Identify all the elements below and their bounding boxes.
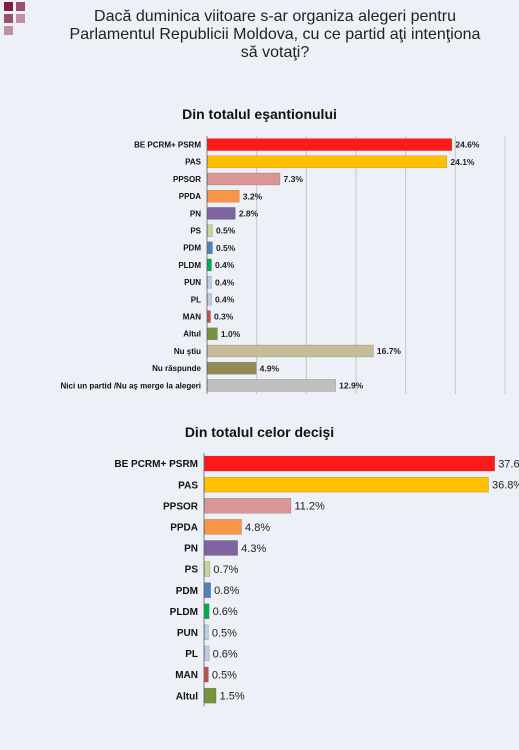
bar <box>204 645 210 662</box>
category-label: PAS <box>185 158 202 167</box>
data-label: 24.1% <box>450 157 475 167</box>
bar <box>207 310 211 323</box>
bar <box>204 476 489 493</box>
category-label: PLDM <box>178 261 201 270</box>
bar <box>204 519 242 535</box>
category-label: MAN <box>175 670 198 681</box>
chart2-title: Din totalul celor decişi <box>184 424 335 440</box>
category-label: PDM <box>183 244 201 253</box>
bar <box>204 498 292 514</box>
data-label: 12.9% <box>339 380 364 390</box>
data-label: 0.5% <box>216 226 236 236</box>
data-label: 37.6% <box>498 459 519 471</box>
title-line: Parlamentul Republicii Moldova, cu ce pa… <box>69 26 481 43</box>
corner-decoration <box>4 2 25 35</box>
data-label: 0.6% <box>213 606 238 618</box>
bar <box>207 361 257 375</box>
category-label: Nici un partid /Nu aş merge la alegeri <box>61 381 202 390</box>
data-label: 4.9% <box>260 363 280 373</box>
bar <box>204 603 210 619</box>
data-label: 0.7% <box>213 564 238 576</box>
bar <box>207 344 374 358</box>
category-label: BE PCRM+ PSRM <box>114 459 198 470</box>
bar <box>207 241 213 255</box>
data-label: 0.6% <box>213 648 238 660</box>
bar <box>207 172 281 186</box>
bar <box>207 379 336 392</box>
data-label: 1.0% <box>221 329 241 339</box>
data-label: 16.7% <box>377 346 402 356</box>
category-label: PDM <box>176 586 198 597</box>
category-label: Altul <box>176 691 198 702</box>
category-label: PL <box>185 649 198 660</box>
data-label: 0.4% <box>215 260 235 270</box>
category-label: BE PCRM+ PSRM <box>134 140 201 149</box>
category-label: Altul <box>183 330 201 339</box>
bar <box>207 293 212 306</box>
data-label: 0.4% <box>215 294 235 304</box>
bar <box>207 138 453 151</box>
bar <box>204 540 238 556</box>
data-label: 7.3% <box>284 174 304 184</box>
data-label: 36.8% <box>492 480 519 492</box>
bar <box>204 561 211 577</box>
bar <box>207 258 212 272</box>
bar <box>207 275 212 289</box>
data-label: 0.3% <box>214 312 234 322</box>
decided-chart: BE PCRM+ PSRM 37.6% PAS 36.8% PPSOR 11.2% PPDA… <box>114 453 519 707</box>
category-label: PN <box>190 209 201 218</box>
bar <box>207 189 240 203</box>
bar <box>207 327 218 341</box>
bar <box>204 455 495 472</box>
data-label: 3.2% <box>243 191 263 201</box>
data-label: 0.8% <box>214 585 239 597</box>
category-label: PPSOR <box>163 501 199 512</box>
bar <box>204 582 211 598</box>
category-label: PN <box>184 544 198 555</box>
chart1-title: Din totalul eşantionului <box>182 106 337 122</box>
category-label: PPDA <box>179 192 201 201</box>
data-label: 4.8% <box>245 522 270 534</box>
bar <box>204 666 209 683</box>
data-label: 2.8% <box>239 208 259 218</box>
title-line: să votaţi? <box>240 44 310 61</box>
bar <box>207 155 448 169</box>
category-label: PL <box>191 295 201 304</box>
page-title: Dacă duminica viitoare s-ar organiza ale… <box>40 8 510 62</box>
category-label: PPDA <box>170 522 198 533</box>
data-label: 0.4% <box>215 277 235 287</box>
data-label: 0.5% <box>212 627 237 639</box>
bar <box>204 687 217 704</box>
data-label: 0.5% <box>212 670 237 682</box>
category-label: PLDM <box>170 607 198 618</box>
sample-chart: BE PCRM+ PSRM 24.6% PAS 24.1% PPSOR 7.3% PPDA 3… <box>61 136 506 394</box>
data-label: 0.5% <box>216 243 236 253</box>
bar <box>207 224 213 237</box>
category-label: Nu ştiu <box>174 347 201 356</box>
category-label: PAS <box>178 480 198 491</box>
category-label: PPSOR <box>173 175 201 184</box>
data-label: 24.6% <box>455 140 480 150</box>
bar <box>204 624 209 641</box>
category-label: PS <box>190 226 201 235</box>
data-label: 11.2% <box>294 501 325 513</box>
category-label: PUN <box>177 628 198 639</box>
data-label: 4.3% <box>241 543 266 555</box>
category-label: Nu răspunde <box>152 364 201 373</box>
data-label: 1.5% <box>220 691 245 703</box>
category-label: PS <box>185 565 199 576</box>
title-line: Dacă duminica viitoare s-ar organiza ale… <box>94 8 456 25</box>
category-label: MAN <box>183 312 201 321</box>
category-label: PUN <box>184 278 201 287</box>
bar <box>207 207 236 220</box>
